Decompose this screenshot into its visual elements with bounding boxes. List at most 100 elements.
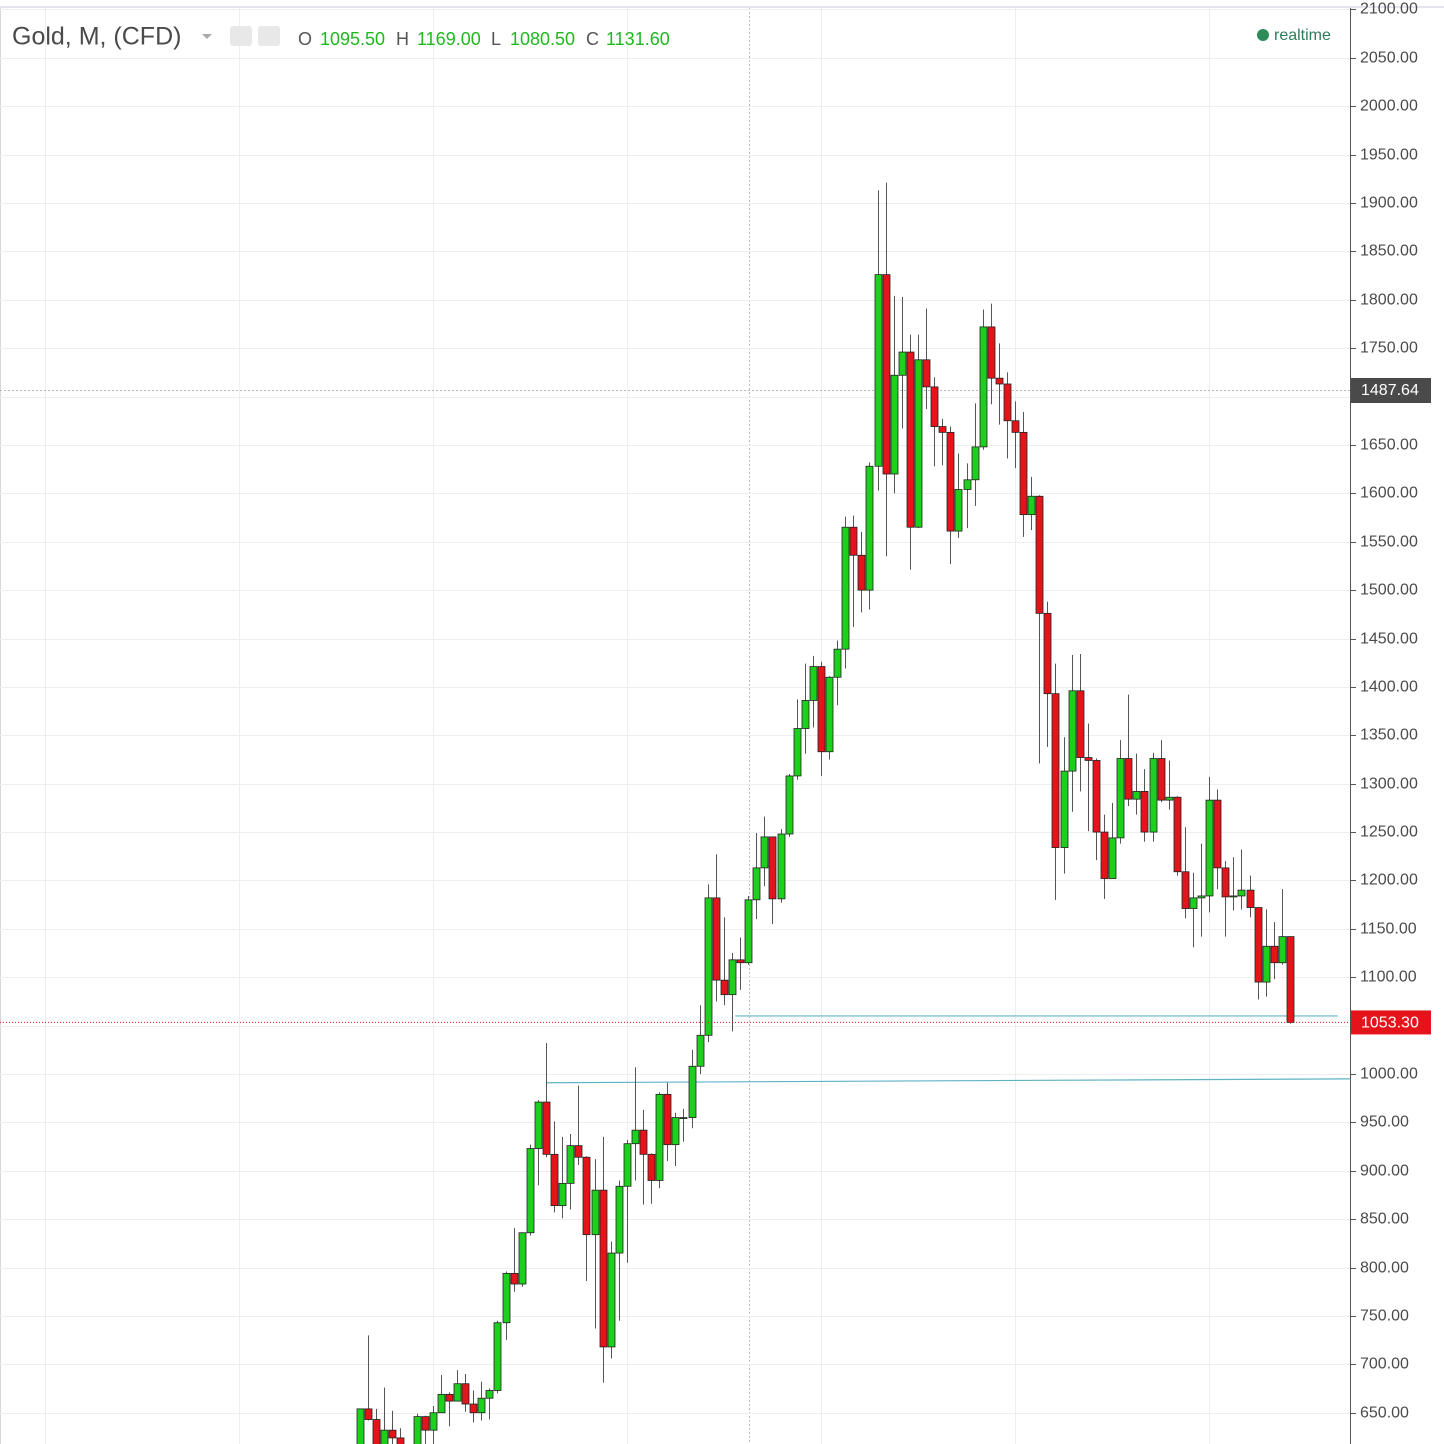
- y-tick-label: 2050.00: [1360, 50, 1418, 67]
- candle-body: [623, 1143, 632, 1187]
- candle-body: [1003, 383, 1012, 422]
- candle-body: [785, 775, 794, 835]
- candle-body: [954, 489, 963, 532]
- candle-body: [364, 1408, 373, 1420]
- candle-body: [1246, 889, 1255, 908]
- candle-body: [510, 1272, 519, 1285]
- candle-body: [639, 1129, 648, 1155]
- candle-body: [1100, 831, 1109, 879]
- candle-body: [890, 374, 899, 475]
- candle-body: [1027, 495, 1036, 516]
- candle-body: [526, 1148, 535, 1234]
- candle-body: [971, 446, 980, 481]
- candle-body: [534, 1101, 543, 1149]
- y-tick-label: 1350.00: [1360, 727, 1418, 744]
- candle-body: [445, 1393, 454, 1402]
- candle-body: [857, 554, 866, 591]
- readout-label: O: [298, 29, 312, 49]
- candle-body: [372, 1419, 381, 1444]
- candle-body: [493, 1322, 502, 1391]
- candle-body: [898, 351, 907, 376]
- candle-body: [906, 351, 915, 528]
- readout-label: L: [491, 29, 501, 49]
- candle-body: [1132, 791, 1141, 800]
- candle-body: [421, 1416, 430, 1431]
- candle-body: [1286, 936, 1295, 1023]
- y-tick-label: 1000.00: [1360, 1066, 1418, 1083]
- candle-body: [1205, 799, 1214, 897]
- candle-body: [793, 728, 802, 777]
- candle-body: [413, 1416, 422, 1444]
- candle-body: [542, 1101, 551, 1155]
- crosshair-label: 1487.64: [1361, 382, 1419, 399]
- candle-body: [1019, 431, 1028, 516]
- candle-body: [777, 833, 786, 900]
- y-tick-label: 2100.00: [1360, 1, 1418, 18]
- settings-button[interactable]: [258, 26, 280, 46]
- candle-body: [833, 648, 842, 678]
- candle-body: [502, 1272, 511, 1324]
- candle-body: [1237, 889, 1246, 897]
- y-tick-label: 1150.00: [1360, 921, 1417, 938]
- candle-body: [882, 274, 891, 475]
- y-tick-label: 800.00: [1360, 1260, 1409, 1277]
- candle-body: [817, 666, 826, 753]
- candle-body: [874, 274, 883, 467]
- price-axis-labels: 650.00 700.00 750.00 800.00 850.00 900.00 950.…: [1350, 1, 1431, 1422]
- y-tick-label: 850.00: [1360, 1211, 1409, 1228]
- candle-body: [461, 1383, 470, 1405]
- y-tick-label: 1200.00: [1360, 872, 1418, 889]
- candles: [0, 182, 1350, 1444]
- candle-body: [728, 959, 737, 996]
- candle-body: [485, 1390, 494, 1399]
- dropdown-caret[interactable]: [202, 34, 212, 39]
- readout-label: C: [586, 29, 599, 49]
- readout-label: H: [396, 29, 409, 49]
- candle-body: [1262, 945, 1271, 983]
- candle-body: [865, 465, 874, 591]
- candle-body: [704, 897, 713, 1036]
- y-tick-label: 1300.00: [1360, 776, 1418, 793]
- candle-body: [380, 1429, 389, 1444]
- candle-body: [768, 836, 777, 900]
- candle-body: [1011, 420, 1020, 433]
- candle-body: [752, 867, 761, 901]
- hide-button[interactable]: [230, 26, 252, 46]
- y-tick-label: 1400.00: [1360, 679, 1418, 696]
- candle-body: [469, 1403, 478, 1414]
- candle-body: [1035, 495, 1044, 614]
- candle-body: [591, 1189, 600, 1236]
- candle-body: [938, 426, 947, 433]
- y-tick-label: 1800.00: [1360, 292, 1418, 309]
- candle-body: [849, 526, 858, 556]
- candle-body: [558, 1182, 567, 1207]
- candle-body: [688, 1065, 697, 1118]
- y-tick-label: 1600.00: [1360, 485, 1418, 502]
- y-tick-label: 1450.00: [1360, 631, 1418, 648]
- y-tick-label: 1500.00: [1360, 582, 1418, 599]
- y-tick-label: 900.00: [1360, 1163, 1409, 1180]
- symbol-title[interactable]: Gold, M, (CFD): [12, 23, 181, 51]
- candle-body: [437, 1393, 446, 1414]
- status-dot: [1257, 29, 1269, 41]
- y-tick-label: 700.00: [1360, 1356, 1409, 1373]
- candle-body: [825, 676, 834, 753]
- candle-body: [930, 386, 939, 427]
- candle-body: [1165, 796, 1174, 801]
- candle-body: [1181, 871, 1190, 909]
- readout-value: 1095.50: [320, 29, 385, 49]
- candle-body: [615, 1185, 624, 1254]
- candle-body: [356, 1408, 365, 1444]
- y-tick-label: 950.00: [1360, 1114, 1409, 1131]
- candle-body: [574, 1145, 583, 1158]
- candle-body: [679, 1117, 688, 1119]
- crosshair-box: [1351, 378, 1431, 403]
- candle-body: [1213, 799, 1222, 869]
- candle-body: [809, 666, 818, 701]
- candle-body: [647, 1153, 656, 1181]
- candle-body: [1051, 693, 1060, 848]
- y-tick-label: 1100.00: [1360, 969, 1417, 986]
- candle-body: [1084, 757, 1093, 761]
